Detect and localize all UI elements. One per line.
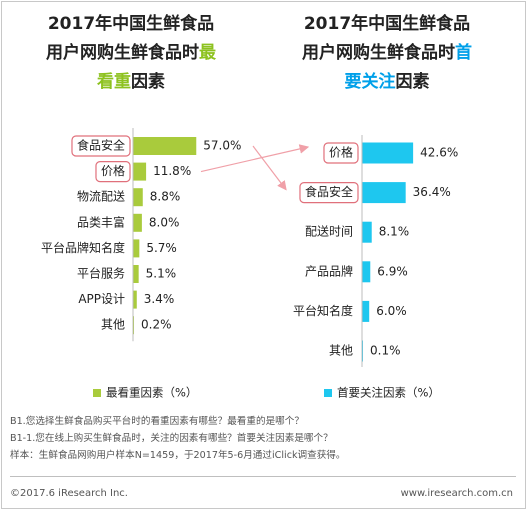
left-bar-3 [133, 188, 143, 207]
left-value-label-7: 3.4% [144, 292, 175, 306]
right-bar-2 [362, 182, 406, 204]
copyright: ©2017.6 iResearch Inc. [10, 488, 128, 499]
left-title-line-1: 2017年中国生鲜食品 [47, 14, 215, 34]
right-category-label-5: 平台知名度 [293, 303, 353, 318]
left-bar-4 [133, 213, 142, 232]
right-legend-swatch [324, 389, 332, 397]
right-value-label-6: 0.1% [370, 344, 401, 358]
left-category-label-1: 食品安全 [77, 138, 125, 153]
right-value-label-2: 36.4% [413, 185, 451, 199]
right-value-label-4: 6.9% [377, 264, 408, 278]
right-highlight-box-2 [299, 182, 359, 204]
note-2: B1-1.您在线上购买生鲜食品时，关注的因素有哪些？首要关注因素是哪个？ [10, 433, 333, 444]
arrow-food-safety [252, 145, 287, 191]
note-1: B1.您选择生鲜食品购买平台时的看重因素有哪些？最看重的是哪个？ [10, 416, 304, 427]
right-title-line-2: 用户网购生鲜食品时首 [302, 43, 472, 63]
left-chart-title: 2017年中国生鲜食品 用户网购生鲜食品时最 看重因素 [6, 10, 256, 97]
right-title-line-1: 2017年中国生鲜食品 [303, 14, 471, 34]
right-value-label-1: 42.6% [420, 146, 458, 160]
left-value-label-4: 8.0% [149, 215, 180, 229]
left-legend-swatch [93, 389, 101, 397]
left-highlight-box-1 [71, 135, 131, 157]
left-category-label-4: 品类丰富 [77, 214, 125, 229]
right-title-line-3: 要关注因素 [344, 72, 430, 92]
right-category-label-2: 食品安全 [305, 184, 353, 199]
left-legend-label: 最看重因素（%） [106, 386, 197, 400]
left-title-highlight-2: 看重 [97, 72, 131, 92]
right-category-label-6: 其他 [329, 344, 353, 358]
left-category-label-5: 平台品牌知名度 [41, 240, 125, 255]
arrow-price [200, 144, 310, 173]
website: www.iresearch.com.cn [400, 488, 513, 499]
right-bar-5 [362, 300, 370, 322]
right-category-label-1: 价格 [329, 145, 353, 160]
left-category-label-6: 平台服务 [77, 266, 125, 281]
right-title-highlight-2: 要关注 [344, 72, 396, 92]
footer-divider [10, 476, 516, 477]
right-chart-title: 2017年中国生鲜食品 用户网购生鲜食品时首 要关注因素 [262, 10, 512, 97]
left-bar-6 [133, 265, 139, 283]
left-bar-7 [133, 290, 137, 309]
left-bar-2 [133, 162, 147, 181]
left-highlight-box-2 [95, 161, 131, 183]
left-bar-5 [133, 239, 140, 258]
right-value-label-5: 6.0% [376, 304, 407, 318]
notes: B1.您选择生鲜食品购买平台时的看重因素有哪些？最看重的是哪个？ B1-1.您在… [10, 413, 346, 464]
left-value-label-3: 8.8% [150, 190, 181, 204]
note-3: 样本：生鲜食品网购用户样本N=1459，于2017年5-6月通过iClick调查… [10, 450, 346, 461]
right-value-label-3: 8.1% [379, 225, 410, 239]
left-value-label-8: 0.2% [141, 318, 172, 332]
right-title-highlight-1: 首 [455, 43, 472, 63]
left-category-label-2: 价格 [101, 163, 125, 178]
left-bar-1 [133, 137, 197, 155]
left-value-label-5: 5.7% [146, 241, 177, 255]
left-value-label-2: 11.8% [153, 164, 191, 178]
left-value-label-6: 5.1% [146, 267, 177, 281]
left-category-label-7: APP设计 [78, 292, 125, 306]
right-bar-1 [362, 142, 414, 164]
left-title-line-3: 看重因素 [97, 72, 165, 92]
left-title-highlight-1: 最 [199, 43, 216, 63]
right-bar-4 [362, 261, 371, 283]
left-title-line-2: 用户网购生鲜食品时最 [46, 43, 216, 63]
right-highlight-box-1 [323, 142, 359, 164]
right-legend-label: 首要关注因素（%） [337, 386, 440, 400]
left-category-label-3: 物流配送 [77, 189, 125, 204]
left-category-label-8: 其他 [101, 318, 125, 332]
right-bar-3 [362, 221, 372, 243]
right-category-label-3: 配送时间 [305, 224, 353, 239]
right-category-label-4: 产品品牌 [305, 264, 353, 278]
left-value-label-1: 57.0% [203, 139, 241, 153]
